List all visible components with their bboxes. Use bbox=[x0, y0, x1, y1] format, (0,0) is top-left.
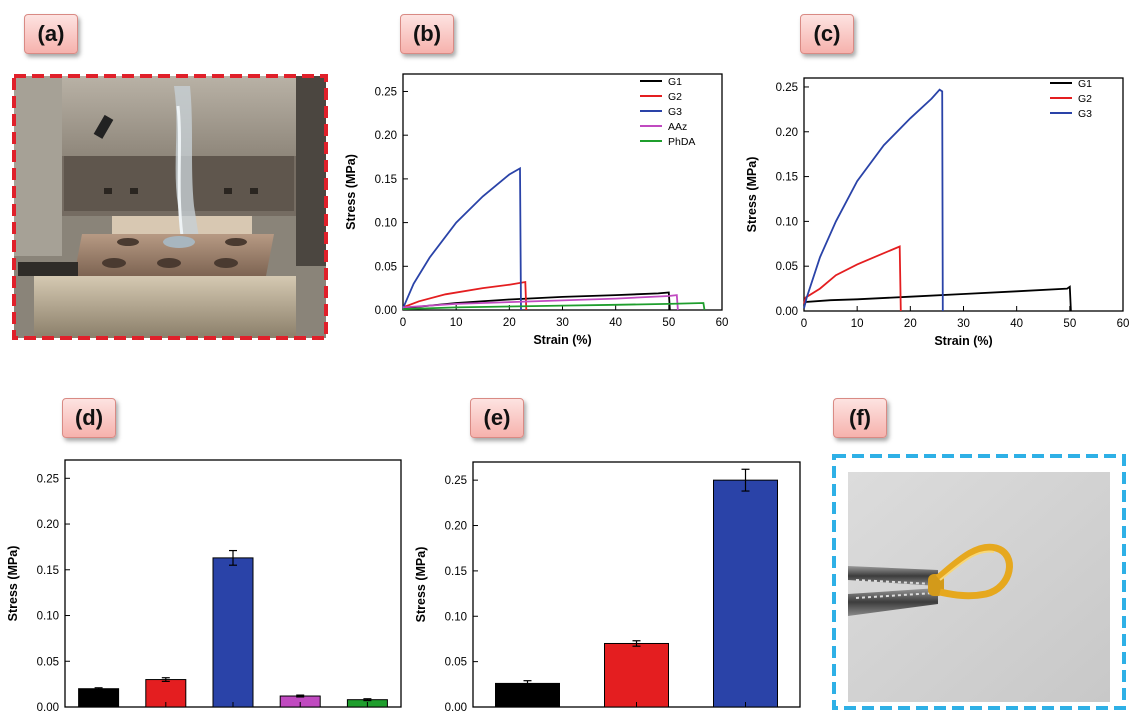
chart-c-stress-strain: 0.00 0.05 0.10 0.15 0.20 0.25 Stress (MPa) 0 10 2… bbox=[745, 77, 1129, 348]
legend-label-phda: PhDA bbox=[668, 136, 695, 148]
y-tick-label: 0.10 bbox=[445, 611, 467, 623]
panel-label-f: (f) bbox=[833, 398, 887, 438]
legend-label-g1: G1 bbox=[1078, 78, 1092, 90]
y-tick-label: 0.05 bbox=[37, 656, 59, 668]
y-tick-label: 0.00 bbox=[37, 702, 59, 711]
legend-label-g3: G3 bbox=[1078, 108, 1092, 120]
legend-label-g3: G3 bbox=[668, 106, 682, 118]
x-tick-label: 60 bbox=[716, 317, 729, 329]
series-line-phda bbox=[402, 302, 706, 311]
y-tick-label: 0.10 bbox=[776, 216, 798, 228]
y-tick-label: 0.15 bbox=[445, 566, 467, 578]
legend-label-aaz: AAz bbox=[668, 121, 687, 133]
panel-label-e: (e) bbox=[470, 398, 524, 438]
x-tick-label: 50 bbox=[1063, 318, 1076, 330]
y-axis-label: Stress (MPa) bbox=[745, 157, 759, 233]
y-tick-label: 0.05 bbox=[445, 657, 467, 669]
y-axis-label: Stress (MPa) bbox=[6, 546, 20, 622]
panel-label-a: (a) bbox=[24, 14, 78, 54]
x-tick-label: 20 bbox=[503, 317, 516, 329]
y-axis-label: Stress (MPa) bbox=[414, 547, 428, 623]
bar-g3 bbox=[713, 479, 778, 708]
series-line-g3 bbox=[803, 88, 944, 312]
x-tick-label: 10 bbox=[851, 318, 864, 330]
y-tick-label: 0.20 bbox=[776, 127, 798, 139]
x-tick-label: 40 bbox=[609, 317, 622, 329]
panel-label-c: (c) bbox=[800, 14, 854, 54]
y-tick-label: 0.15 bbox=[776, 172, 798, 184]
series-line-g2 bbox=[402, 280, 528, 311]
y-tick-label: 0.25 bbox=[445, 475, 467, 487]
y-tick-label: 0.20 bbox=[37, 519, 59, 531]
plot-frame bbox=[803, 77, 1124, 312]
y-tick-label: 0.25 bbox=[776, 82, 798, 94]
tensile-test-photo bbox=[12, 74, 328, 340]
x-tick-label: 30 bbox=[957, 318, 970, 330]
y-tick-label: 0.20 bbox=[375, 130, 397, 142]
y-tick-label: 0.00 bbox=[445, 702, 467, 711]
bar-g2 bbox=[604, 642, 669, 708]
x-tick-label: 60 bbox=[1117, 318, 1129, 330]
x-tick-label: 10 bbox=[450, 317, 463, 329]
bar-g3 bbox=[212, 557, 254, 708]
y-tick-label: 0.15 bbox=[375, 174, 397, 186]
x-axis-label: Strain (%) bbox=[934, 334, 992, 348]
series-line-aaz bbox=[402, 294, 679, 311]
panel-label-d: (d) bbox=[62, 398, 116, 438]
chart-e-bar: 0.00 0.05 0.10 0.15 0.20 0.25 Stress (MPa) bbox=[414, 461, 801, 711]
y-tick-label: 0.00 bbox=[776, 306, 798, 318]
y-tick-label: 0.25 bbox=[37, 473, 59, 485]
y-tick-label: 0.25 bbox=[375, 86, 397, 98]
loop-photo bbox=[832, 454, 1126, 710]
series-line-g3 bbox=[402, 166, 522, 311]
y-axis-label: Stress (MPa) bbox=[344, 154, 358, 230]
y-tick-label: 0.20 bbox=[445, 521, 467, 533]
chart-d-bar: 0.00 0.05 0.10 0.15 0.20 0.25 Stress (MPa) bbox=[6, 459, 402, 711]
y-tick-label: 0.05 bbox=[776, 261, 798, 273]
x-tick-label: 20 bbox=[904, 318, 917, 330]
y-tick-label: 0.05 bbox=[375, 261, 397, 273]
x-tick-label: 0 bbox=[801, 318, 807, 330]
y-tick-label: 0.15 bbox=[37, 565, 59, 577]
x-tick-label: 0 bbox=[400, 317, 406, 329]
x-tick-label: 50 bbox=[662, 317, 675, 329]
series-line-g1 bbox=[803, 285, 1072, 312]
x-axis-label: Strain (%) bbox=[533, 333, 591, 347]
legend-label-g1: G1 bbox=[668, 76, 682, 88]
x-tick-label: 30 bbox=[556, 317, 569, 329]
chart-b-stress-strain: 0.00 0.05 0.10 0.15 0.20 0.25 Stress (MPa) 0 10 2… bbox=[344, 73, 729, 347]
y-tick-label: 0.10 bbox=[37, 611, 59, 623]
y-tick-label: 0.10 bbox=[375, 218, 397, 230]
legend-label-g2: G2 bbox=[1078, 93, 1092, 105]
panel-label-b: (b) bbox=[400, 14, 454, 54]
legend-label-g2: G2 bbox=[668, 91, 682, 103]
y-tick-label: 0.00 bbox=[375, 305, 397, 317]
x-tick-label: 40 bbox=[1010, 318, 1023, 330]
